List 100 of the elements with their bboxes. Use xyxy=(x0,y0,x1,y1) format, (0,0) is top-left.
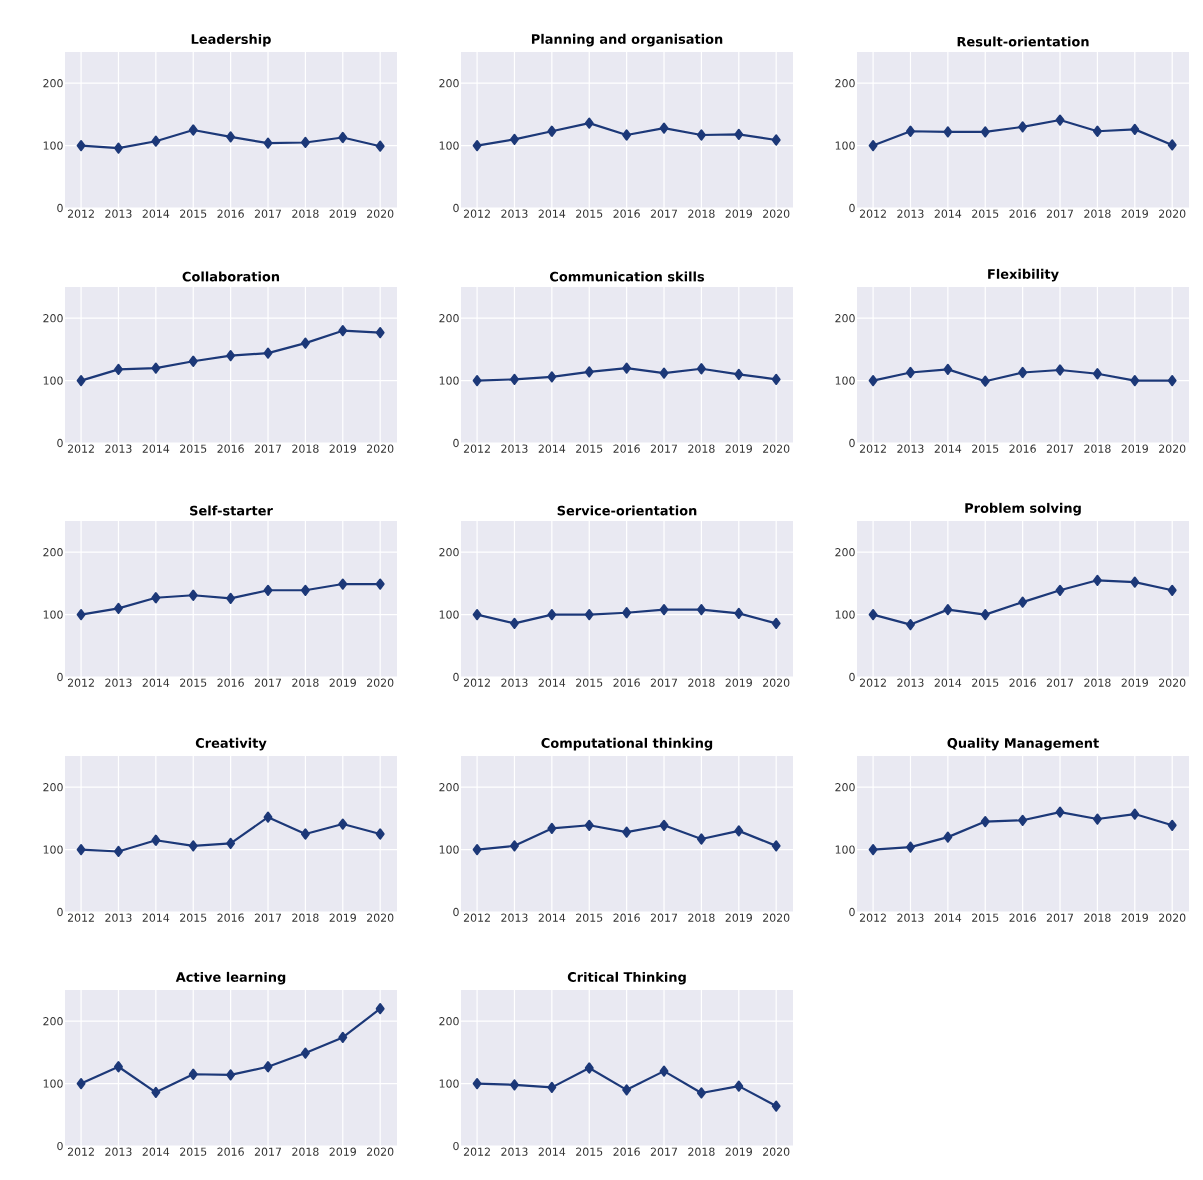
point xyxy=(547,1081,557,1093)
point xyxy=(659,367,669,379)
point xyxy=(734,368,744,380)
y-tick-label: 0 xyxy=(453,1141,459,1151)
x-tick-label: 2017 xyxy=(254,1147,282,1156)
x-tick-label: 2013 xyxy=(105,209,132,218)
point xyxy=(510,617,519,629)
point xyxy=(188,840,198,852)
chart-title: Result-orientation xyxy=(957,36,1089,47)
point xyxy=(1018,121,1028,133)
x-tick-label: 2012 xyxy=(859,913,886,922)
y-tick-label: 100 xyxy=(439,845,459,854)
y-tick-label: 100 xyxy=(439,376,459,385)
point xyxy=(375,326,385,339)
y-tick-label: 0 xyxy=(57,203,63,213)
y-tick-label: 200 xyxy=(43,548,63,557)
point xyxy=(868,375,878,387)
x-tick-label: 2019 xyxy=(725,209,752,218)
point xyxy=(1167,139,1177,151)
point xyxy=(375,140,385,152)
x-tick-label: 2017 xyxy=(254,913,282,922)
point xyxy=(76,140,86,152)
y-tick-label: 100 xyxy=(439,1079,459,1088)
x-tick-label: 2014 xyxy=(142,1147,170,1156)
y-tick-label: 100 xyxy=(835,845,855,854)
y-tick-label: 100 xyxy=(43,141,63,150)
x-tick-label: 2017 xyxy=(254,444,282,453)
x-tick-label: 2015 xyxy=(180,1147,207,1156)
point xyxy=(1130,123,1140,135)
x-tick-label: 2020 xyxy=(1159,209,1186,218)
point xyxy=(76,609,86,621)
point xyxy=(980,609,990,621)
x-tick-label: 2014 xyxy=(142,444,170,453)
y-tick-label: 0 xyxy=(849,907,855,917)
point xyxy=(547,125,557,137)
x-tick-label: 2020 xyxy=(763,913,790,922)
x-tick-label: 2015 xyxy=(972,913,999,922)
point xyxy=(696,129,706,141)
x-tick-label: 2018 xyxy=(292,913,319,922)
point xyxy=(622,826,632,838)
x-tick-label: 2018 xyxy=(292,1147,319,1156)
point xyxy=(510,133,519,145)
point xyxy=(151,1086,161,1098)
x-tick-label: 2012 xyxy=(859,209,886,218)
x-tick-label: 2014 xyxy=(142,913,170,922)
x-tick-label: 2016 xyxy=(613,678,640,687)
point xyxy=(226,131,236,143)
x-tick-label: 2014 xyxy=(934,209,962,218)
x-tick-label: 2013 xyxy=(105,1147,132,1156)
x-tick-label: 2019 xyxy=(725,444,752,453)
chart-title: Flexibility xyxy=(988,268,1059,282)
y-tick-label: 200 xyxy=(835,79,855,88)
x-tick-label: 2013 xyxy=(105,444,132,453)
x-tick-label: 2020 xyxy=(367,678,394,687)
point xyxy=(771,373,781,385)
chart-title: Service-orientation xyxy=(557,505,697,516)
point xyxy=(771,617,781,629)
point xyxy=(188,124,198,136)
y-tick-label: 0 xyxy=(57,672,63,682)
x-tick-label: 2013 xyxy=(501,678,528,687)
point xyxy=(472,844,482,856)
x-tick-label: 2014 xyxy=(142,678,170,687)
x-tick-label: 2020 xyxy=(367,209,394,218)
x-tick-label: 2019 xyxy=(329,209,356,218)
point xyxy=(226,350,236,362)
point xyxy=(943,831,953,843)
x-tick-label: 2017 xyxy=(254,678,282,687)
point xyxy=(1167,584,1177,596)
x-tick-label: 2017 xyxy=(1046,913,1074,922)
x-tick-label: 2013 xyxy=(105,678,132,687)
y-tick-label: 0 xyxy=(849,672,855,682)
x-tick-label: 2013 xyxy=(897,444,924,453)
x-tick-label: 2012 xyxy=(67,678,94,687)
x-tick-label: 2020 xyxy=(763,678,790,687)
point xyxy=(659,604,669,616)
y-tick-label: 100 xyxy=(439,141,459,150)
y-tick-label: 0 xyxy=(57,1141,63,1151)
x-tick-label: 2014 xyxy=(142,209,170,218)
point xyxy=(1167,375,1177,387)
x-tick-label: 2017 xyxy=(1046,444,1074,453)
y-tick-label: 200 xyxy=(835,783,855,792)
y-tick-label: 200 xyxy=(439,783,459,792)
x-tick-label: 2012 xyxy=(67,1147,94,1156)
y-tick-label: 0 xyxy=(849,438,855,448)
point xyxy=(151,135,161,147)
x-tick-label: 2015 xyxy=(972,209,999,218)
x-tick-label: 2014 xyxy=(538,209,566,218)
x-tick-label: 2020 xyxy=(367,1147,394,1156)
x-tick-label: 2018 xyxy=(688,444,715,453)
x-tick-label: 2016 xyxy=(613,913,640,922)
y-tick-label: 200 xyxy=(439,548,459,557)
point xyxy=(338,325,348,337)
point xyxy=(114,142,123,154)
point xyxy=(472,140,482,152)
point xyxy=(263,137,273,149)
x-tick-label: 2019 xyxy=(329,1147,356,1156)
y-tick-label: 100 xyxy=(835,610,855,619)
x-tick-label: 2019 xyxy=(1121,444,1148,453)
point xyxy=(263,347,273,359)
x-tick-label: 2015 xyxy=(576,913,603,922)
